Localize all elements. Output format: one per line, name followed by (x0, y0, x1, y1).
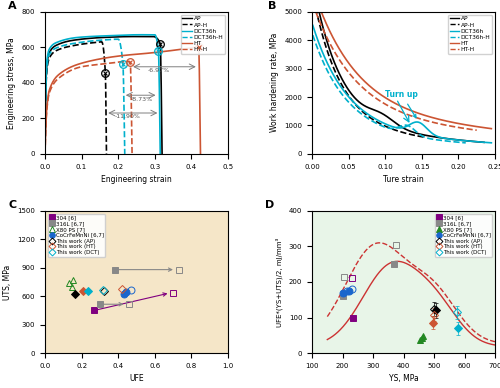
Y-axis label: Work hardening rate, MPa: Work hardening rate, MPa (270, 33, 279, 132)
Text: B: B (268, 1, 276, 11)
X-axis label: Ture strain: Ture strain (383, 175, 424, 184)
Text: -6.97%: -6.97% (148, 68, 170, 73)
X-axis label: Engineering strain: Engineering strain (101, 175, 172, 184)
X-axis label: UFE: UFE (129, 374, 144, 383)
Y-axis label: UTS, MPa: UTS, MPa (3, 264, 12, 300)
Text: -11.90%: -11.90% (114, 114, 140, 120)
Text: A: A (8, 1, 17, 11)
Text: D: D (264, 200, 274, 210)
Legend: 304 [6], 316L [6,7], X80 PS [7], CoCrFeMnNi [6,7], This work (AP), This work (HT: 304 [6], 316L [6,7], X80 PS [7], CoCrFeM… (435, 213, 492, 257)
Y-axis label: Engineering stress, MPa: Engineering stress, MPa (7, 37, 16, 129)
Y-axis label: UFE*(YS+UTS)/2, mJ/mm³: UFE*(YS+UTS)/2, mJ/mm³ (276, 237, 283, 327)
Text: Turn up: Turn up (385, 90, 418, 118)
X-axis label: YS, MPa: YS, MPa (388, 374, 418, 383)
Legend: AP, AP-H, DCT36h, DCT36h-H, HT, HT-H: AP, AP-H, DCT36h, DCT36h-H, HT, HT-H (180, 15, 225, 54)
Text: C: C (8, 200, 16, 210)
Text: -8.73%: -8.73% (131, 97, 153, 102)
Legend: AP, AP-H, DCT36h, DCT36h-H, HT, HT-H: AP, AP-H, DCT36h, DCT36h-H, HT, HT-H (448, 15, 492, 54)
Legend: 304 [6], 316L [6,7], X80 PS [7], CoCrFeMnNi [6,7], This work (AP), This work (HT: 304 [6], 316L [6,7], X80 PS [7], CoCrFeM… (48, 213, 105, 257)
